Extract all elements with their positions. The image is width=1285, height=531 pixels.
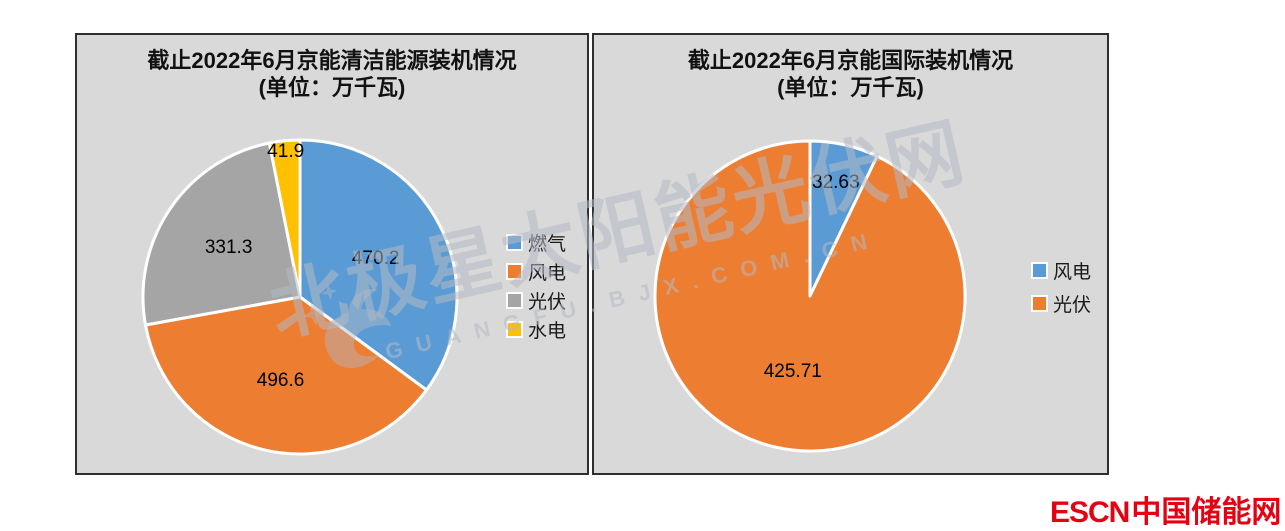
chart-panel-international: 截止2022年6月京能国际装机情况 (单位：万千瓦) 32.63 425.71 风…	[592, 33, 1109, 475]
legend-marker-icon	[1033, 263, 1046, 277]
pie-slice-3	[267, 138, 302, 299]
chart-legend: 风电 光伏	[1033, 259, 1091, 325]
value-label-0: 32.63	[812, 171, 860, 193]
pie-slice-1	[144, 295, 428, 456]
value-label-2: 331.3	[204, 237, 253, 259]
legend-label: 燃气	[528, 233, 567, 255]
pie-slice-1	[653, 139, 967, 453]
legend-item-0: 燃气	[508, 231, 567, 255]
pie-chart	[653, 139, 967, 453]
legend-item-0: 风电	[1033, 259, 1092, 283]
chart-title-block: 截止2022年6月京能国际装机情况 (单位：万千瓦)	[594, 48, 1107, 102]
escn-logo-cn: 中国储能网	[1131, 496, 1282, 529]
legend-item-1: 光伏	[1033, 292, 1092, 316]
legend-marker-icon	[1033, 296, 1046, 310]
value-label-3: 41.9	[267, 140, 305, 162]
pie-slice-2	[141, 141, 302, 327]
escn-logo-en: ESCN	[1050, 496, 1130, 529]
chart-title-block: 截止2022年6月京能清洁能源装机情况 (单位：万千瓦)	[77, 48, 587, 102]
pie-chart	[141, 138, 459, 456]
legend-label: 光伏	[528, 291, 567, 313]
chart-unit-subtitle: (单位：万千瓦)	[777, 74, 924, 100]
legend-marker-icon	[508, 235, 521, 249]
legend-marker-icon	[508, 322, 521, 336]
chart-title: 截止2022年6月京能国际装机情况	[687, 48, 1014, 73]
chart-panel-clean-energy: 截止2022年6月京能清洁能源装机情况 (单位：万千瓦) 470.2 496.6 3…	[75, 33, 589, 475]
legend-label: 风电	[1053, 261, 1092, 283]
legend-label: 风电	[528, 262, 567, 284]
chart-unit-subtitle: (单位：万千瓦)	[258, 74, 406, 100]
legend-marker-icon	[508, 293, 521, 307]
value-label-1: 425.71	[763, 360, 822, 382]
legend-item-2: 光伏	[508, 289, 567, 313]
value-label-1: 496.6	[256, 370, 305, 392]
legend-item-3: 水电	[508, 318, 567, 342]
legend-marker-icon	[508, 264, 521, 278]
chart-legend: 燃气 风电 光伏 水电	[508, 231, 566, 347]
pie-slice-0	[298, 138, 459, 392]
legend-label: 水电	[528, 320, 567, 342]
legend-item-1: 风电	[508, 260, 567, 284]
value-label-0: 470.2	[351, 247, 400, 269]
chart-title: 截止2022年6月京能清洁能源装机情况	[147, 48, 517, 73]
escn-logo: ESCN中国储能网	[1050, 487, 1281, 531]
legend-label: 光伏	[1053, 294, 1092, 316]
